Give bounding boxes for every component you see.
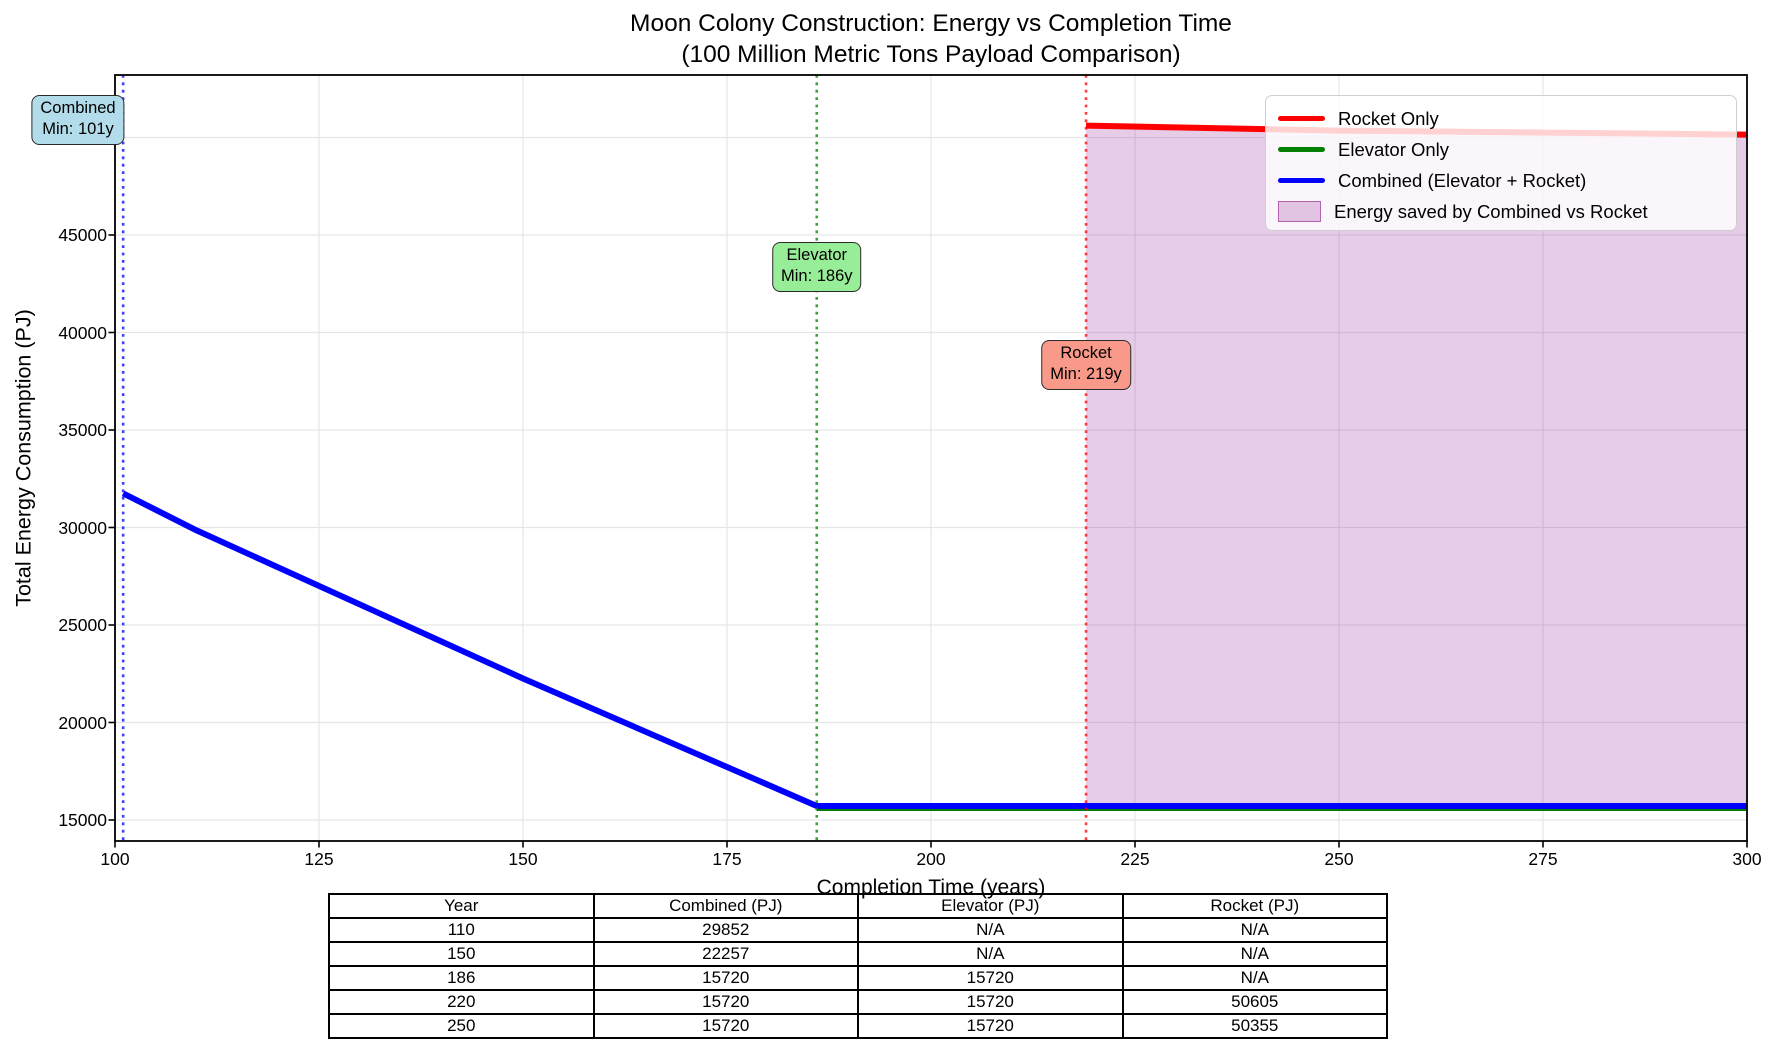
table-cell: 220 — [328, 989, 595, 1015]
x-tick-label: 200 — [916, 849, 946, 869]
table-cell: 15720 — [857, 965, 1124, 991]
x-tick-label: 100 — [100, 849, 130, 869]
legend-item: Combined (Elevator + Rocket) — [1278, 165, 1736, 196]
table-cell: 15720 — [857, 989, 1124, 1015]
table-cell: N/A — [857, 941, 1124, 967]
y-tick-label: 45000 — [58, 225, 107, 245]
legend-label: Elevator Only — [1338, 138, 1450, 160]
y-tick-label: 25000 — [58, 615, 107, 635]
legend-patch-swatch-icon — [1278, 201, 1321, 222]
x-tick-label: 250 — [1324, 849, 1354, 869]
legend: Rocket Only Elevator Only Combined (Elevat… — [1265, 95, 1737, 231]
x-tick-label: 225 — [1120, 849, 1150, 869]
legend-item: Rocket Only — [1278, 103, 1736, 134]
table-cell: N/A — [857, 917, 1124, 943]
table-row: 150 22257 N/A N/A — [328, 941, 1388, 967]
chart-title-line2: (100 Million Metric Tons Payload Compari… — [681, 41, 1181, 68]
table-cell: N/A — [1121, 941, 1388, 967]
table-cell: 15720 — [592, 989, 859, 1015]
table-cell: 250 — [328, 1013, 595, 1039]
x-tick-label: 150 — [508, 849, 538, 869]
table-cell: 22257 — [592, 941, 859, 967]
annotation-text: Rocket — [1060, 344, 1112, 362]
annotation-rocket-min: Rocket Min: 219y — [1041, 340, 1131, 390]
table-header-cell: Combined (PJ) — [592, 893, 859, 919]
table-row: 110 29852 N/A N/A — [328, 917, 1388, 943]
x-tick-label: 275 — [1528, 849, 1558, 869]
table-cell: 15720 — [857, 1013, 1124, 1039]
table-header-cell: Year — [328, 893, 595, 919]
table-cell: N/A — [1121, 965, 1388, 991]
annotation-text: Combined — [40, 99, 116, 117]
table-cell: 50605 — [1121, 989, 1388, 1015]
table-header-cell: Rocket (PJ) — [1121, 893, 1388, 919]
legend-line-swatch-icon — [1278, 146, 1325, 153]
data-table: Year Combined (PJ) Elevator (PJ) Rocket (PJ… — [328, 893, 1388, 1039]
legend-label: Rocket Only — [1338, 107, 1439, 129]
table-header-cell: Elevator (PJ) — [857, 893, 1124, 919]
table-cell: 15720 — [592, 1013, 859, 1039]
x-tick-label: 125 — [304, 849, 334, 869]
table-row: 250 15720 15720 50355 — [328, 1013, 1388, 1039]
legend-line-swatch-icon — [1278, 115, 1325, 122]
legend-label: Energy saved by Combined vs Rocket — [1334, 200, 1648, 222]
legend-label: Combined (Elevator + Rocket) — [1338, 169, 1587, 191]
table-header-row: Year Combined (PJ) Elevator (PJ) Rocket (PJ… — [328, 893, 1388, 919]
table-cell: 50355 — [1121, 1013, 1388, 1039]
table-row: 186 15720 15720 N/A — [328, 965, 1388, 991]
table-cell: 186 — [328, 965, 595, 991]
annotation-text: Min: 219y — [1050, 365, 1122, 384]
y-tick-label: 20000 — [58, 712, 107, 733]
annotation-text: Elevator — [786, 246, 848, 264]
table-cell: 110 — [328, 917, 595, 943]
y-tick-label: 30000 — [58, 517, 107, 538]
annotation-text: Min: 186y — [780, 267, 853, 286]
y-tick-label: 35000 — [58, 420, 107, 440]
table-cell: 29852 — [592, 917, 859, 943]
energy-saved-fill — [1086, 125, 1747, 806]
table-cell: 15720 — [592, 965, 859, 991]
chart-title: Moon Colony Construction: Energy vs Comp… — [115, 8, 1747, 70]
x-tick-label: 175 — [712, 849, 742, 869]
y-tick-label: 15000 — [58, 810, 107, 830]
annotation-elevator-min: Elevator Min: 186y — [771, 242, 862, 292]
legend-item: Energy saved by Combined vs Rocket — [1278, 196, 1736, 227]
table-cell: N/A — [1121, 917, 1388, 943]
x-tick-label: 300 — [1732, 849, 1762, 869]
legend-line-swatch-icon — [1278, 177, 1325, 184]
table-cell: 150 — [328, 941, 595, 967]
annotation-text: Min: 101y — [42, 120, 114, 139]
series-line-combined — [121, 490, 1747, 809]
annotation-combined-min: Combined Min: 101y — [31, 95, 125, 145]
table-row: 220 15720 15720 50605 — [328, 989, 1388, 1015]
y-tick-label: 40000 — [58, 322, 107, 343]
legend-item: Elevator Only — [1278, 134, 1736, 165]
chart-title-line1: Moon Colony Construction: Energy vs Comp… — [630, 10, 1232, 37]
